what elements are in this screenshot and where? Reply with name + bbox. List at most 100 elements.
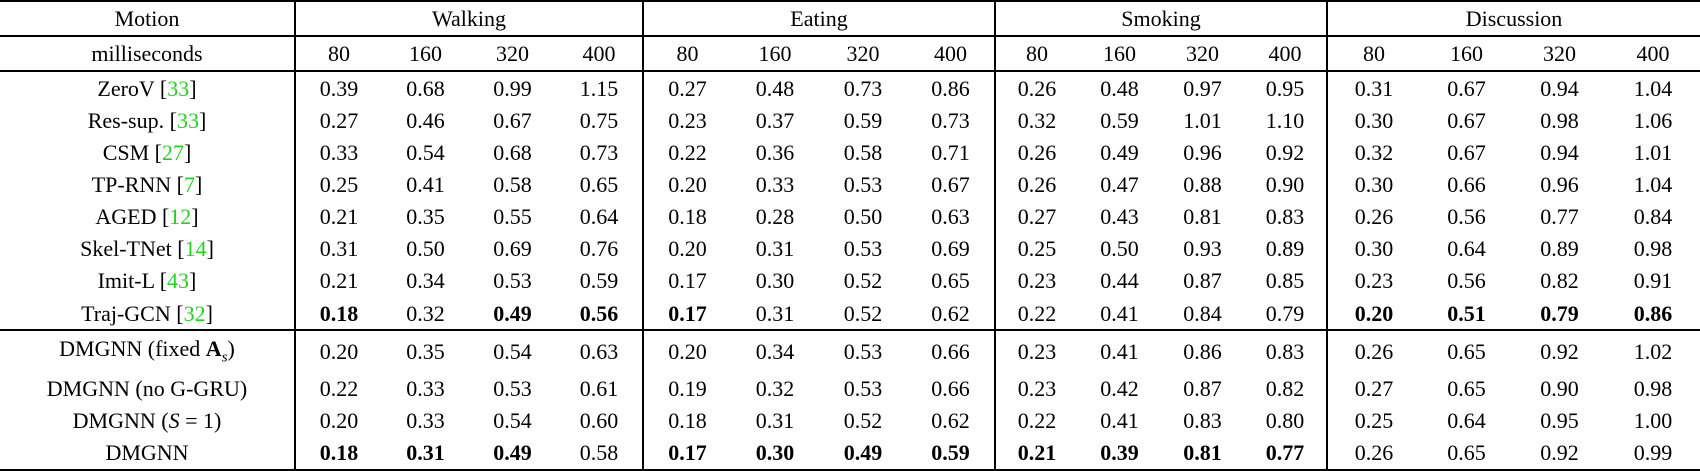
- metric-cell: 0.75: [556, 104, 644, 137]
- metric-cell: 0.21: [1017, 440, 1057, 466]
- metric-cell: 0.22: [1017, 300, 1057, 326]
- metric-cell: 0.59: [556, 264, 644, 297]
- method-label: DMGNN (no G-GRU): [0, 372, 296, 405]
- metric-cell: 0.98: [1633, 236, 1673, 262]
- metric-cell: 0.95: [1540, 407, 1579, 433]
- metric-cell: 0.25: [1354, 407, 1394, 433]
- metric-cell: 0.77: [1540, 204, 1579, 230]
- metric-cell: 0.31: [755, 300, 795, 326]
- metric-cell: 0.99: [1633, 440, 1673, 466]
- metric-cell: 0.25: [319, 172, 359, 198]
- metric-cell: 0.41: [406, 172, 445, 198]
- metric-cell: 0.33: [406, 375, 445, 401]
- metric-cell: 0.22: [319, 375, 359, 401]
- method-label: Res-sup. [33]: [0, 104, 296, 137]
- metric-cell: 0.73: [907, 104, 996, 137]
- metric-cell: 1.01: [1633, 140, 1673, 166]
- metric-cell: 0.68: [493, 140, 532, 166]
- metric-cell: 0.59: [907, 436, 996, 470]
- timestep-header: 160: [409, 40, 442, 66]
- metric-cell: 0.95: [1244, 71, 1329, 105]
- metric-cell: 0.31: [755, 236, 795, 262]
- metric-cell: 0.48: [1100, 75, 1139, 101]
- metric-cell: 0.61: [556, 372, 644, 405]
- metric-cell: 0.98: [1633, 375, 1673, 401]
- metric-cell: 0.41: [1100, 300, 1139, 326]
- metric-cell: 0.26: [1354, 204, 1394, 230]
- metric-cell: 0.73: [843, 75, 883, 101]
- metric-cell: 0.92: [1540, 440, 1579, 466]
- metric-cell: 0.23: [1017, 375, 1057, 401]
- metric-cell: 0.54: [406, 140, 445, 166]
- metric-cell: 0.32: [406, 300, 445, 326]
- timestep-header: 400: [1244, 36, 1329, 71]
- method-label: CSM [27]: [0, 136, 296, 169]
- metric-cell: 0.23: [1354, 268, 1394, 294]
- metric-cell: 0.64: [556, 200, 644, 233]
- metric-cell: 0.18: [668, 204, 707, 230]
- metric-cell: 0.58: [493, 172, 532, 198]
- metric-cell: 0.89: [1244, 232, 1329, 265]
- metric-cell: 0.20: [668, 236, 707, 262]
- metric-cell: 0.87: [1183, 268, 1222, 294]
- group-header-eating: Eating: [643, 1, 996, 36]
- table-body: ZeroV [33] 0.39 0.68 0.99 1.15 0.27 0.48 0.73 0.…: [0, 71, 1700, 470]
- metric-cell: 0.82: [1540, 268, 1579, 294]
- metric-cell: 0.91: [1633, 268, 1673, 294]
- timestep-header: 400: [1636, 40, 1670, 66]
- table-row: CSM [27] 0.33 0.54 0.68 0.73 0.22 0.36 0.58 0.71…: [0, 136, 1700, 169]
- metric-cell: 0.54: [493, 407, 532, 433]
- metric-cell: 0.64: [1447, 407, 1486, 433]
- metric-cell: 0.81: [1183, 204, 1222, 230]
- metric-cell: 0.53: [843, 172, 883, 198]
- metric-cell: 0.20: [668, 339, 707, 365]
- metric-cell: 0.32: [1354, 140, 1394, 166]
- metric-cell: 0.66: [1447, 172, 1486, 198]
- method-label: TP-RNN [7]: [0, 168, 296, 201]
- table-row: DMGNN (S = 1) 0.20 0.33 0.54 0.60 0.18 0.31 0.5…: [0, 404, 1700, 437]
- metric-cell: 0.79: [1244, 296, 1329, 331]
- metric-cell: 0.65: [907, 264, 996, 297]
- metric-cell: 0.65: [1447, 440, 1486, 466]
- metric-cell: 0.31: [319, 236, 359, 262]
- metric-cell: 1.02: [1633, 339, 1673, 365]
- metric-cell: 0.53: [843, 339, 883, 365]
- metric-cell: 0.56: [1447, 204, 1486, 230]
- metric-cell: 0.73: [556, 136, 644, 169]
- metric-cell: 0.81: [1183, 440, 1222, 466]
- metric-cell: 0.65: [1447, 339, 1486, 365]
- metric-cell: 0.58: [843, 140, 883, 166]
- metric-cell: 0.18: [319, 440, 359, 466]
- metric-cell: 0.33: [755, 172, 795, 198]
- metric-cell: 0.56: [556, 296, 644, 331]
- metric-cell: 0.27: [668, 75, 707, 101]
- timestep-header: 320: [496, 40, 529, 66]
- metric-cell: 0.93: [1183, 236, 1222, 262]
- table-row: DMGNN (no G-GRU) 0.22 0.33 0.53 0.61 0.19 0.32…: [0, 372, 1700, 405]
- metric-cell: 0.59: [1100, 107, 1139, 133]
- metric-cell: 0.67: [493, 107, 532, 133]
- method-label: Imit-L [43]: [0, 264, 296, 297]
- metric-cell: 0.39: [1100, 440, 1139, 466]
- metric-cell: 0.53: [493, 268, 532, 294]
- timestep-header: 80: [1363, 40, 1386, 66]
- metric-cell: 1.10: [1244, 104, 1329, 137]
- metric-cell: 0.56: [1447, 268, 1486, 294]
- metric-cell: 0.63: [907, 200, 996, 233]
- metric-cell: 0.60: [556, 404, 644, 437]
- metric-cell: 0.66: [907, 330, 996, 373]
- metric-cell: 0.69: [493, 236, 532, 262]
- metric-cell: 0.84: [1633, 204, 1673, 230]
- table-row: ZeroV [33] 0.39 0.68 0.99 1.15 0.27 0.48 0.73 0.…: [0, 71, 1700, 105]
- timestep-header: 320: [1543, 40, 1577, 66]
- metric-cell: 0.96: [1540, 172, 1579, 198]
- timestep-header: 160: [758, 40, 792, 66]
- timestep-header: 400: [907, 36, 996, 71]
- metric-cell: 0.48: [755, 75, 795, 101]
- metric-cell: 0.65: [556, 168, 644, 201]
- metric-cell: 0.87: [1183, 375, 1222, 401]
- metric-cell: 0.52: [843, 268, 883, 294]
- metric-cell: 0.26: [1017, 75, 1057, 101]
- metric-cell: 0.23: [1017, 339, 1057, 365]
